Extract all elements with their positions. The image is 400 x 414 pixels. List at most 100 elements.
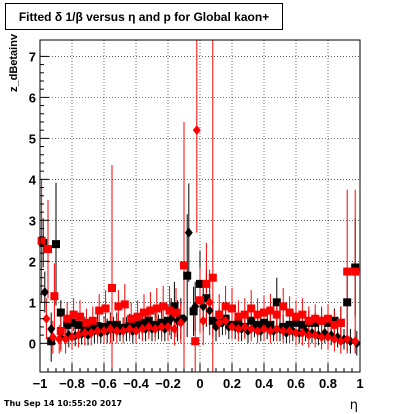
y-tick-label: 6 [29,90,36,105]
x-tick-label: 1 [356,376,363,391]
diamond-marker [247,323,256,334]
diamond-marker [68,332,76,343]
diamond-marker [106,323,115,334]
square-marker [253,310,262,319]
square-marker [247,316,256,325]
y-tick-label: 2 [29,254,36,269]
diamond-marker [48,332,57,343]
square-marker [191,337,200,346]
square-marker [336,318,345,327]
square-marker [180,261,188,270]
diamond-marker [170,323,179,334]
square-marker [63,314,72,323]
square-marker [351,263,360,272]
square-marker [247,304,256,313]
square-marker [63,320,72,329]
x-tick-label: −0.6 [91,376,117,391]
square-marker [165,306,174,315]
square-marker [260,318,268,327]
square-marker [311,318,320,327]
square-marker [144,316,153,325]
x-tick-label: 0 [196,376,203,391]
square-marker [120,300,129,309]
diamond-marker [324,332,332,343]
square-marker [228,304,236,313]
square-marker [221,302,230,311]
square-marker [133,312,142,321]
square-marker [152,304,161,313]
square-marker [50,292,59,301]
diamond-marker [266,326,275,337]
square-marker [298,310,307,319]
diamond-marker [61,334,70,345]
square-marker [311,314,320,323]
diamond-marker [221,315,230,326]
square-marker [196,279,204,288]
diamond-marker [87,328,96,339]
square-marker [260,308,268,317]
y-tick-label: 7 [29,49,36,64]
diamond-marker [234,323,243,334]
diamond-marker [144,321,153,332]
diamond-marker [311,330,320,341]
square-marker [202,279,211,288]
marker-layer [37,125,361,349]
square-marker [74,320,83,329]
diamond-marker [47,323,56,334]
square-marker [196,296,204,305]
square-marker [292,318,300,327]
diamond-marker [80,328,89,339]
square-marker [234,312,243,321]
square-marker [138,318,147,327]
diamond-marker [157,321,166,332]
y-tick-label: 5 [29,131,36,146]
x-tick-label: −1 [33,376,48,391]
diamond-marker [253,326,262,337]
diamond-marker [199,315,208,326]
square-marker [69,310,78,319]
x-tick-label: 0.8 [319,376,337,391]
square-marker [80,322,89,331]
square-marker [317,316,326,325]
diamond-marker [112,326,121,337]
y-tick-label: 3 [29,213,36,228]
square-marker [324,314,332,323]
diamond-marker [42,313,51,324]
square-marker [47,337,56,346]
square-marker [298,320,307,329]
diamond-marker [125,323,134,334]
square-marker [114,302,123,311]
square-marker [127,314,136,323]
diamond-marker [279,326,288,337]
diamond-marker [205,305,214,316]
diamond-marker [132,326,140,337]
diamond-marker [260,323,268,334]
square-marker [240,310,249,319]
square-marker [215,310,224,319]
diamond-marker [192,125,201,136]
diamond-marker [351,336,360,347]
square-marker [253,320,262,329]
square-marker [108,283,116,292]
diamond-marker [298,328,307,339]
square-marker [159,302,168,311]
square-marker [87,323,96,332]
y-tick-label: 0 [29,336,36,351]
square-marker [88,316,97,325]
square-marker [343,267,352,276]
square-marker [266,320,275,329]
x-tick-label: 0.6 [287,376,305,391]
x-axis-label: η [350,398,358,413]
square-marker [279,302,288,311]
square-marker [140,308,148,317]
square-marker [112,320,121,329]
diamond-marker [119,326,128,337]
square-marker [164,316,172,325]
footer-timestamp: Thu Sep 14 10:55:20 2017 [4,399,123,408]
square-marker [183,271,192,280]
diamond-marker [240,321,249,332]
diamond-marker [330,334,339,345]
diamond-marker [292,328,300,339]
square-marker [132,320,140,329]
x-tick-label: 0.4 [255,376,274,391]
